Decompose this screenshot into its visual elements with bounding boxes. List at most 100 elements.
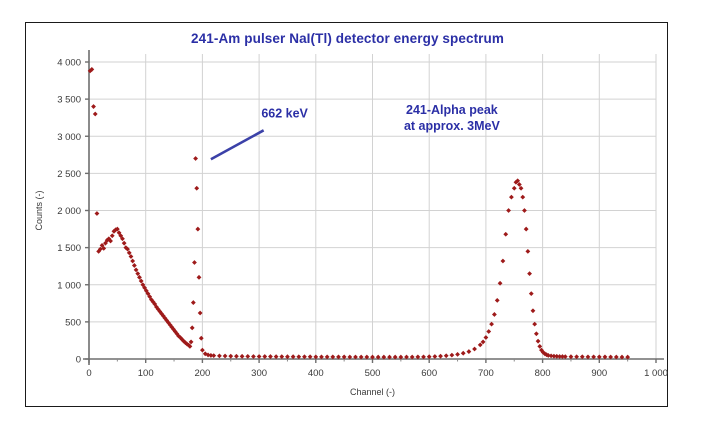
data-point — [307, 354, 313, 360]
data-point — [415, 354, 421, 360]
data-point — [106, 236, 112, 242]
data-point — [128, 254, 134, 259]
data-point — [302, 354, 307, 360]
data-point — [234, 353, 239, 359]
data-point — [116, 230, 122, 236]
y-axis-label: Counts (-) — [34, 190, 44, 230]
data-point — [483, 335, 489, 340]
annotation-leader-line — [210, 129, 265, 161]
data-point — [509, 194, 514, 200]
data-point — [387, 354, 392, 360]
data-point — [140, 282, 146, 288]
y-tick-label: 1 000 — [57, 280, 81, 291]
data-point — [262, 354, 268, 359]
data-point — [174, 331, 180, 337]
data-point — [574, 354, 580, 360]
data-point — [347, 354, 353, 360]
data-point — [193, 156, 198, 161]
data-point — [480, 339, 486, 345]
data-point — [443, 353, 449, 359]
spectrum-plot: 0 100 200 300 400 500 600 700 800 900 1 000 0 500 1 … — [34, 50, 668, 397]
data-point — [239, 353, 245, 359]
data-point — [330, 354, 336, 360]
data-point — [619, 354, 625, 360]
alpha-peak-label-line-2: at approx. 3MeV — [404, 119, 501, 133]
data-point — [494, 297, 500, 303]
data-point — [296, 354, 302, 360]
data-point — [125, 246, 130, 252]
data-point — [375, 354, 381, 360]
data-point — [392, 354, 398, 360]
data-point — [426, 354, 432, 360]
data-point — [103, 240, 108, 246]
data-point — [381, 354, 387, 360]
data-point — [477, 342, 483, 348]
y-tick-label: 3 000 — [57, 132, 81, 143]
data-point — [279, 354, 285, 360]
data-point — [192, 260, 197, 265]
data-point — [196, 274, 202, 280]
x-tick-label: 0 — [86, 368, 91, 379]
chart-frame: 241-Am pulser NaI(Tl) detector energy sp… — [25, 22, 668, 407]
data-point — [268, 354, 273, 359]
data-point — [537, 343, 543, 349]
data-point — [500, 258, 506, 264]
data-point — [187, 343, 193, 349]
x-axis-label: Channel (-) — [350, 387, 395, 397]
data-point — [486, 329, 492, 334]
alpha-peak-label-line-1: 241-Alpha peak — [406, 103, 498, 117]
data-point — [319, 354, 324, 360]
data-point — [133, 267, 139, 273]
axis-lines — [83, 50, 664, 365]
data-point — [404, 354, 409, 360]
data-point — [126, 250, 132, 256]
data-point — [245, 354, 251, 359]
x-tick-label: 1 000 — [644, 368, 668, 379]
data-point — [91, 104, 96, 109]
data-point — [596, 354, 602, 360]
data-point — [313, 354, 319, 360]
data-point — [522, 208, 527, 213]
y-tick-label: 0 — [76, 355, 81, 366]
data-point — [540, 349, 546, 355]
chart-title: 241-Am pulser NaI(Tl) detector energy sp… — [191, 31, 504, 46]
data-point — [472, 346, 477, 352]
x-tick-label: 100 — [138, 368, 154, 379]
y-tick-label: 1 500 — [57, 243, 81, 254]
data-point — [155, 306, 161, 312]
data-point — [200, 347, 205, 353]
data-point — [370, 354, 375, 360]
data-point — [135, 271, 141, 277]
annotation-layer: 662 keV 241-Alpha peak at approx. 3MeV — [210, 103, 501, 161]
data-point — [123, 245, 129, 251]
x-tick-label: 800 — [535, 368, 551, 379]
data-point — [152, 301, 158, 307]
data-point — [554, 353, 560, 359]
y-tick-label: 500 — [65, 317, 81, 328]
data-point — [562, 354, 568, 360]
gridlines — [89, 54, 657, 359]
data-point — [97, 246, 103, 252]
data-point — [251, 354, 256, 359]
data-point — [108, 238, 113, 244]
data-point — [438, 353, 443, 359]
data-point — [195, 226, 201, 232]
data-point — [449, 352, 455, 358]
data-point — [492, 312, 497, 317]
data-point — [273, 354, 279, 360]
data-point — [211, 353, 217, 359]
data-point — [189, 325, 195, 331]
data-point — [528, 291, 534, 297]
data-point — [608, 354, 614, 360]
data-point — [222, 353, 228, 359]
data-point — [364, 354, 370, 360]
data-point — [527, 271, 532, 277]
data-point — [548, 353, 554, 359]
data-point — [138, 278, 144, 284]
x-tick-label: 700 — [478, 368, 494, 379]
data-point — [104, 237, 110, 243]
data-point — [341, 354, 347, 360]
data-point — [525, 248, 531, 254]
cs137-photopeak-label: 662 keV — [261, 107, 308, 121]
